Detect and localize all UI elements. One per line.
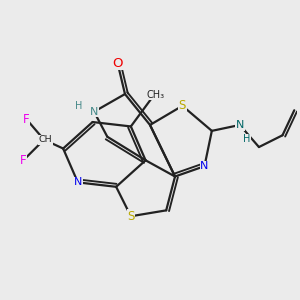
Text: F: F [20,154,27,167]
Text: F: F [23,112,30,126]
Text: S: S [127,210,134,223]
Text: N: N [90,107,98,117]
Text: CH: CH [39,135,52,144]
Text: S: S [179,99,186,112]
Text: H: H [75,101,82,111]
Text: N: N [236,120,244,130]
Text: CH₃: CH₃ [147,90,165,100]
Text: H: H [244,134,251,144]
Text: O: O [112,57,123,70]
Text: N: N [74,177,82,188]
Text: N: N [200,161,209,171]
